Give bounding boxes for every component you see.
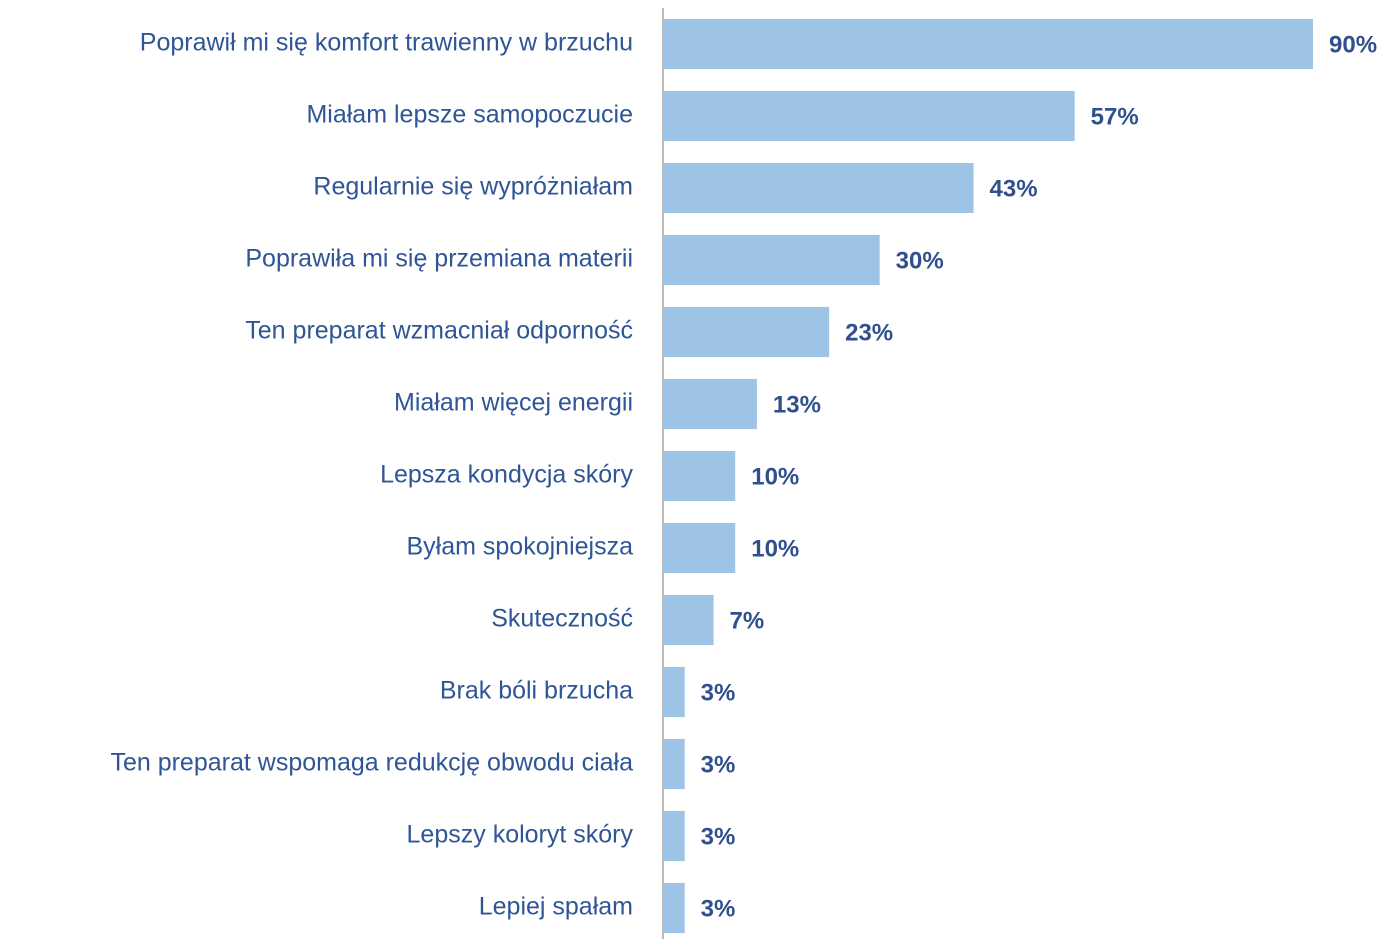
bar: [664, 163, 974, 213]
category-label: Lepszy koloryt skóry: [407, 821, 634, 849]
bar: [664, 19, 1313, 69]
category-label: Miałam więcej energii: [394, 389, 633, 417]
value-label: 57%: [1091, 103, 1139, 130]
value-label: 3%: [701, 895, 736, 922]
bar: [664, 235, 880, 285]
category-label: Ten preparat wspomaga redukcję obwodu ci…: [110, 749, 633, 777]
bar: [664, 523, 736, 573]
value-label: 3%: [701, 679, 736, 706]
value-label: 23%: [845, 319, 893, 346]
bar: [664, 667, 685, 717]
value-label: 3%: [701, 823, 736, 850]
bar: [664, 883, 685, 933]
bar: [664, 451, 736, 501]
value-label: 13%: [773, 391, 821, 418]
category-label: Byłam spokojniejsza: [407, 533, 634, 561]
category-label: Lepiej spałam: [479, 893, 633, 921]
category-label: Skuteczność: [491, 605, 633, 633]
category-label: Regularnie się wypróżniałam: [313, 173, 633, 201]
bar: [664, 307, 830, 357]
category-label: Poprawiła mi się przemiana materii: [245, 245, 633, 273]
value-label: 3%: [701, 751, 736, 778]
category-label: Brak bóli brzucha: [440, 677, 633, 705]
value-label: 43%: [990, 175, 1038, 202]
value-label: 90%: [1329, 31, 1377, 58]
category-label: Miałam lepsze samopoczucie: [306, 101, 633, 129]
value-label: 10%: [751, 463, 799, 490]
value-label: 7%: [730, 607, 765, 634]
bar: [664, 379, 757, 429]
bar: [664, 91, 1075, 141]
category-label: Ten preparat wzmacniał odporność: [245, 317, 633, 345]
bar: [664, 739, 685, 789]
category-label: Poprawił mi się komfort trawienny w brzu…: [140, 29, 633, 57]
category-label: Lepsza kondycja skóry: [380, 461, 633, 489]
bar: [664, 595, 714, 645]
bar: [664, 811, 685, 861]
value-label: 10%: [751, 535, 799, 562]
value-label: 30%: [896, 247, 944, 274]
